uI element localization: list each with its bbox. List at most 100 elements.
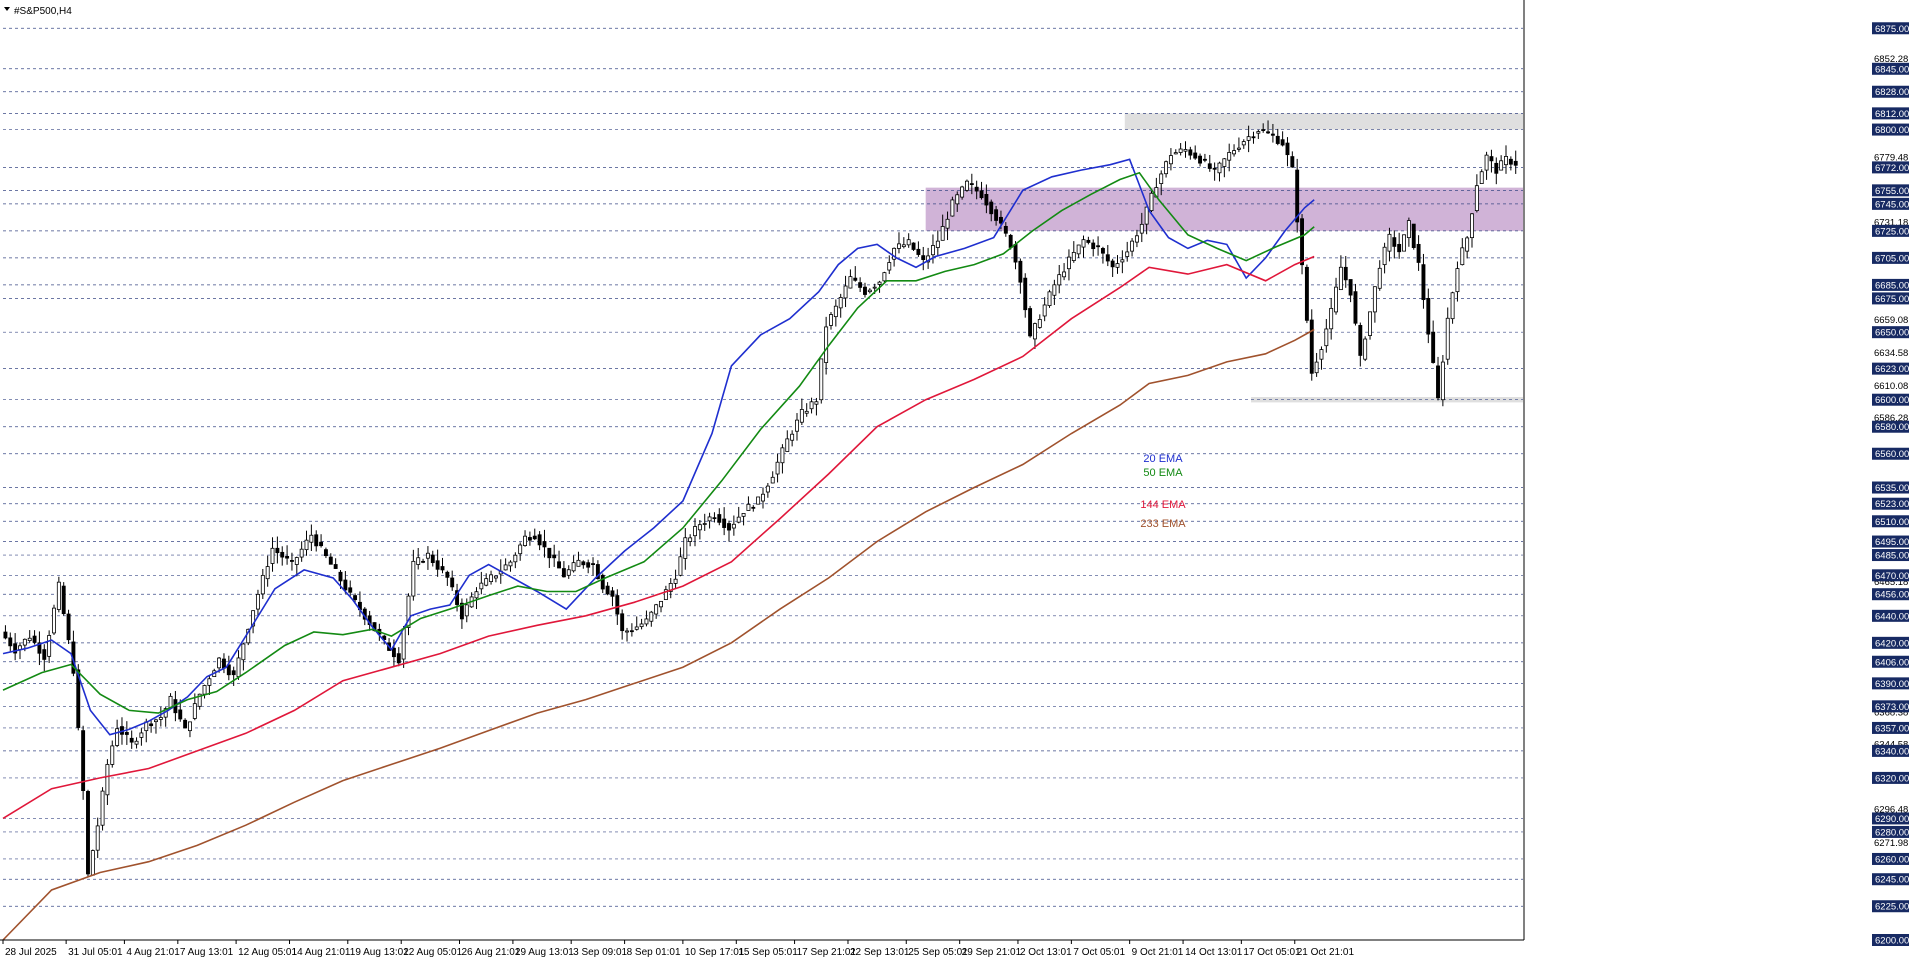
chart-title: #S&P500,H4	[14, 6, 72, 17]
candle	[343, 571, 348, 594]
candle-body	[683, 537, 688, 559]
candle	[1032, 322, 1037, 349]
candle	[231, 666, 236, 686]
candle-body	[86, 791, 90, 875]
candle-body	[1309, 319, 1314, 374]
time-tick-label: 8 Sep 01:01	[627, 947, 681, 958]
candle-body	[809, 401, 814, 410]
candle	[1188, 146, 1193, 160]
candle	[1436, 356, 1440, 401]
candle	[1479, 169, 1484, 184]
time-tick-label: 2 Oct 13:01	[1020, 947, 1072, 958]
candle	[508, 560, 513, 572]
candle	[790, 430, 795, 447]
candle-body	[1392, 237, 1397, 247]
price-level-label: 6200.00	[1875, 936, 1909, 947]
candle	[547, 547, 552, 568]
price-level-box	[1872, 184, 1909, 197]
candle	[1445, 307, 1450, 365]
candle-body	[989, 201, 994, 215]
candle	[32, 630, 37, 645]
ema-annotation: 50 EMA	[1143, 467, 1183, 479]
candle-body	[207, 678, 212, 686]
candle-body	[644, 618, 649, 625]
candle-body	[285, 555, 290, 559]
candle-body	[770, 476, 775, 484]
candle	[1270, 123, 1275, 143]
candle	[1066, 249, 1071, 281]
time-tick-label: 3 Sep 09:01	[573, 947, 627, 958]
time-tick-label: 7 Aug 13:01	[180, 947, 234, 958]
candle-body	[294, 557, 299, 565]
price-level-box	[1872, 934, 1909, 946]
candle-body	[838, 297, 843, 309]
price-level-label: 6225.00	[1875, 902, 1909, 913]
candle-body	[897, 243, 901, 249]
candle-body	[348, 587, 353, 593]
candle-body	[1042, 304, 1047, 317]
resistance-zone	[1124, 113, 1523, 130]
price-level-label: 6845.00	[1875, 64, 1909, 75]
candle	[1470, 213, 1474, 248]
candle-body	[673, 578, 678, 584]
candle-body	[1241, 141, 1246, 146]
candle-body	[464, 604, 469, 617]
candle-body	[1348, 279, 1353, 296]
candle-body	[27, 637, 32, 641]
candle-body	[508, 561, 513, 567]
price-level-box	[1872, 326, 1909, 339]
candle	[838, 293, 843, 318]
candle	[1397, 232, 1402, 259]
candle-body	[445, 571, 450, 578]
candle-body	[999, 216, 1003, 224]
candle-body	[1183, 149, 1188, 152]
candle	[756, 496, 761, 505]
candle	[1280, 131, 1285, 147]
dropdown-triangle-icon[interactable]	[4, 7, 10, 11]
candle	[1358, 322, 1363, 367]
candle	[1329, 298, 1334, 340]
candle-body	[406, 595, 411, 628]
candle	[1256, 129, 1261, 139]
50-ema-line	[2, 171, 1315, 714]
candle-body	[265, 566, 270, 580]
candle-body	[843, 285, 848, 299]
price-level-box	[1872, 873, 1909, 886]
price-level-label: 6523.00	[1875, 499, 1909, 510]
candle-body	[775, 461, 780, 475]
candle	[1018, 258, 1023, 294]
candle-body	[625, 630, 629, 633]
price-level-label: 6812.00	[1875, 109, 1909, 120]
candle	[979, 181, 984, 200]
candle-body	[591, 563, 595, 565]
candle	[1300, 214, 1304, 275]
candle	[527, 531, 532, 546]
candle	[304, 530, 309, 556]
candle	[765, 483, 770, 498]
candle-body	[1256, 131, 1261, 134]
candle-body	[829, 314, 833, 326]
candle-body	[1421, 264, 1426, 301]
candle	[824, 316, 829, 375]
price-level-box	[1872, 852, 1909, 865]
candle-body	[353, 595, 358, 601]
candle-body	[1173, 152, 1178, 155]
candle	[654, 603, 659, 619]
candle	[712, 512, 717, 523]
candle-body	[994, 209, 999, 221]
candle-body	[882, 272, 887, 282]
price-level-box	[1872, 362, 1909, 375]
price-tick-label: 6610.08	[1874, 381, 1908, 392]
candle	[81, 725, 86, 800]
candle-body	[1236, 147, 1241, 150]
candle-body	[756, 496, 761, 505]
price-level-label: 6280.00	[1875, 827, 1909, 838]
candle	[37, 631, 42, 666]
candle-body	[450, 577, 455, 588]
candle-body	[833, 305, 838, 318]
price-level-box	[1872, 224, 1909, 237]
candle-body	[697, 524, 702, 531]
candle-body	[222, 658, 226, 669]
